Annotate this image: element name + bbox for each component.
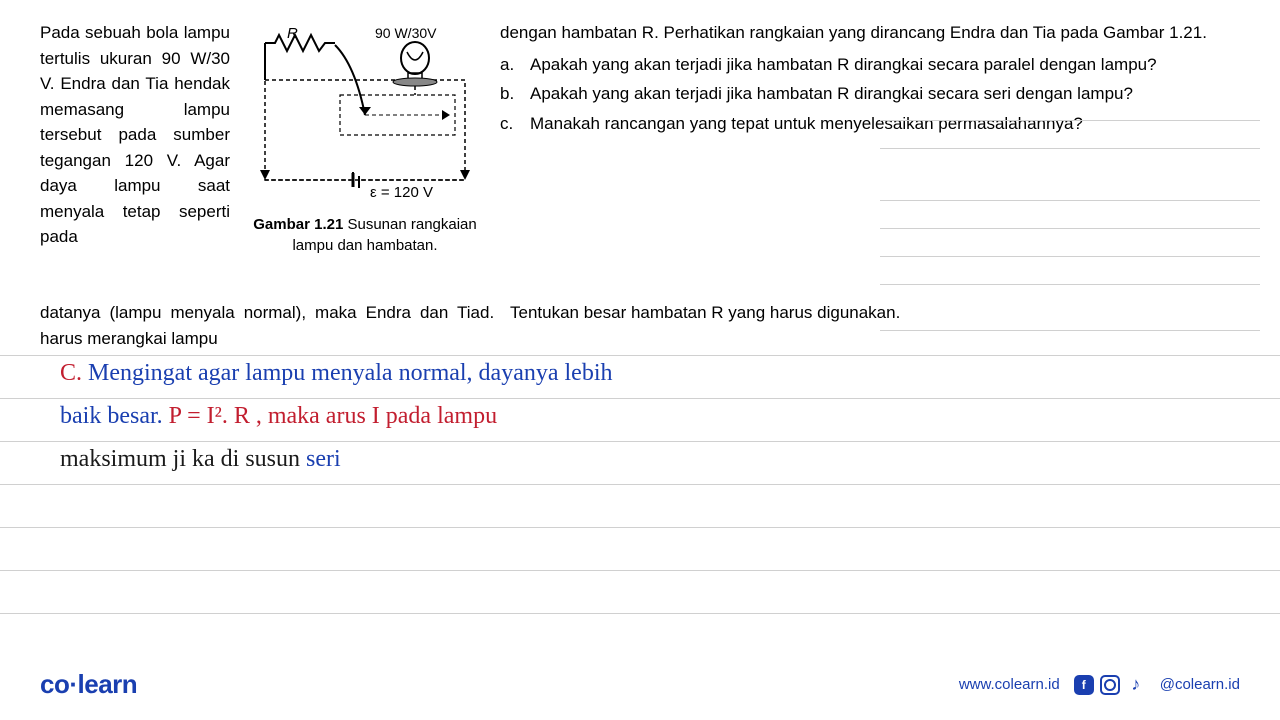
question-d: d. Tentukan besar hambatan R yang harus … <box>480 300 1240 351</box>
facebook-icon[interactable]: f <box>1074 675 1094 695</box>
handwriting-area: C. Mengingat agar lampu menyala normal, … <box>0 355 1280 645</box>
rule-line <box>0 484 1280 485</box>
handwriting-line: baik besar. P = I². R , maka arus I pada… <box>60 403 497 430</box>
bulb-label: 90 W/30V <box>375 25 437 41</box>
rule-line <box>880 330 1260 331</box>
circuit-figure: R 90 W/30V ε = 120 V <box>240 20 490 340</box>
question-list: a. Apakah yang akan terjadi jika hambata… <box>500 52 1240 137</box>
bottom-left-text: datanya (lampu menyala normal), maka End… <box>40 300 480 351</box>
question-a: a. Apakah yang akan terjadi jika hambata… <box>500 52 1240 78</box>
problem-area: Pada sebuah bola lampu tertulis ukuran 9… <box>40 20 1240 340</box>
rule-line <box>880 284 1260 285</box>
rule-line <box>0 527 1280 528</box>
question-b: b. Apakah yang akan terjadi jika hambata… <box>500 81 1240 107</box>
rule-line <box>880 120 1260 121</box>
tiktok-icon[interactable]: ♪ <box>1126 675 1146 695</box>
footer-url[interactable]: www.colearn.id <box>959 676 1060 693</box>
rule-line <box>0 441 1280 442</box>
rule-line <box>880 228 1260 229</box>
rule-line <box>880 256 1260 257</box>
handwriting-segment: baik besar. <box>60 403 169 429</box>
rule-line <box>0 398 1280 399</box>
instagram-icon[interactable] <box>1100 675 1120 695</box>
figure-caption: Gambar 1.21 Susunan rangkaian lampu dan … <box>240 214 490 256</box>
logo: co·learn <box>40 669 137 700</box>
problem-left-text: Pada sebuah bola lampu tertulis ukuran 9… <box>40 20 230 340</box>
footer: co·learn www.colearn.id f ♪ @colearn.id <box>40 669 1240 700</box>
circuit-svg: R 90 W/30V ε = 120 V <box>245 25 485 205</box>
handwriting-segment: Mengingat agar lampu menyala normal, day… <box>88 360 612 386</box>
rule-line <box>0 613 1280 614</box>
problem-right: dengan hambatan R. Perhatikan rangkaian … <box>500 20 1240 340</box>
right-intro: dengan hambatan R. Perhatikan rangkaian … <box>500 20 1240 46</box>
handwriting-segment: P = I². R , maka arus I pada lampu <box>169 403 497 429</box>
handwriting-line: C. Mengingat agar lampu menyala normal, … <box>60 360 613 387</box>
rule-line <box>0 355 1280 356</box>
handwriting-segment: maksimum ji ka di susun <box>60 446 306 472</box>
footer-handle[interactable]: @colearn.id <box>1160 676 1240 693</box>
rule-line <box>0 570 1280 571</box>
question-c: c. Manakah rancangan yang tepat untuk me… <box>500 111 1240 137</box>
handwriting-line: maksimum ji ka di susun seri <box>60 446 341 473</box>
footer-right: www.colearn.id f ♪ @colearn.id <box>959 675 1240 695</box>
social-icons: f ♪ <box>1074 675 1146 695</box>
handwriting-segment: C. <box>60 360 88 386</box>
handwriting-segment: seri <box>306 446 341 472</box>
problem-bottom-row: datanya (lampu menyala normal), maka End… <box>40 300 1240 351</box>
rule-line <box>880 148 1260 149</box>
rule-line <box>880 200 1260 201</box>
emf-label: ε = 120 V <box>370 184 433 201</box>
